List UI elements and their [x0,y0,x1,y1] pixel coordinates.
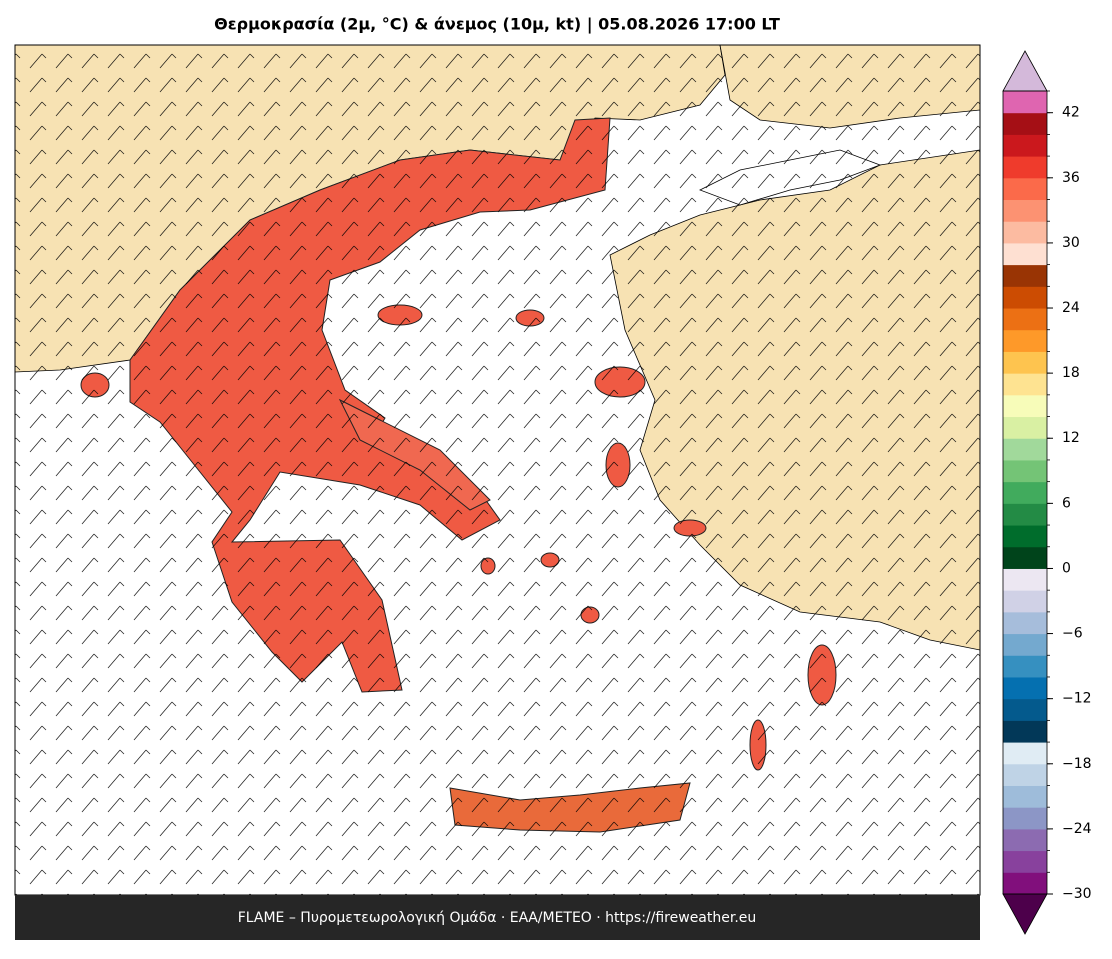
colorbar-segment [1003,177,1047,201]
footer-bar [15,895,980,940]
colorbar-segment [1003,785,1047,808]
colorbar-tick-label: −12 [1062,691,1092,707]
colorbar-tick-label: 6 [1062,495,1071,511]
colorbar-segment [1003,655,1047,678]
colorbar-tick-label: 42 [1062,105,1080,121]
colorbar-segment [1003,720,1047,743]
colorbar-segment [1003,394,1047,418]
colorbar-segment [1003,676,1047,700]
colorbar-segment [1003,850,1047,873]
colorbar-segment [1003,698,1047,721]
colorbar-segment [1003,242,1047,266]
colorbar-segment [1003,308,1047,331]
colorbar-segment [1003,590,1047,613]
colorbar-segment [1003,351,1047,374]
colorbar-tick-label: −18 [1062,756,1092,772]
colorbar-segment [1003,134,1047,157]
map [15,45,980,895]
colorbar-segment [1003,742,1047,765]
colorbar-segment [1003,546,1047,569]
colorbar-segment [1003,807,1047,830]
footer-text: FLAME – Πυρομετεωρολογική Ομάδα · ΕΑΑ/ME… [238,910,757,926]
colorbar-segment [1003,828,1047,852]
colorbar-tick-label: −24 [1062,821,1092,837]
colorbar-segment [1003,91,1047,114]
colorbar-segment [1003,416,1047,439]
colorbar-segment [1003,872,1047,895]
colorbar-segment [1003,373,1047,396]
colorbar-segment [1003,611,1047,635]
colorbar-segment [1003,568,1047,591]
colorbar-segment [1003,156,1047,179]
colorbar-tick-label: −6 [1062,626,1083,642]
colorbar-outline [1002,90,1048,895]
colorbar-segment [1003,112,1047,135]
colorbar-over [1002,50,1048,92]
colorbar-tick-label: 30 [1062,235,1080,251]
colorbar-segment [1003,525,1047,548]
colorbar-segment [1003,329,1047,352]
colorbar-tick-label: 24 [1062,300,1080,316]
colorbar-tick-label: −30 [1062,886,1092,902]
colorbar-segment [1003,264,1047,287]
colorbar-segment [1003,286,1047,309]
map-title: Θερμοκρασία (2μ, °C) & άνεμος (10μ, kt) … [214,15,780,35]
colorbar-tick-label: 18 [1062,365,1080,381]
colorbar-segment [1003,481,1047,504]
colorbar-tick-label: 12 [1062,430,1080,446]
colorbar-segment [1003,438,1047,461]
colorbar-segment [1003,763,1047,786]
colorbar-under [1002,893,1048,935]
colorbar-segment [1003,633,1047,656]
colorbar-segment [1003,459,1047,483]
colorbar-tick-label: 0 [1062,560,1071,576]
colorbar-tick-label: 36 [1062,170,1080,186]
wind-barbs [15,45,980,895]
colorbar-segment [1003,503,1047,526]
colorbar: −30 −24 −18 −12 −6 0 6 12 18 24 30 36 42 [1002,50,1092,935]
colorbar-segment [1003,221,1047,244]
colorbar-segment [1003,199,1047,222]
